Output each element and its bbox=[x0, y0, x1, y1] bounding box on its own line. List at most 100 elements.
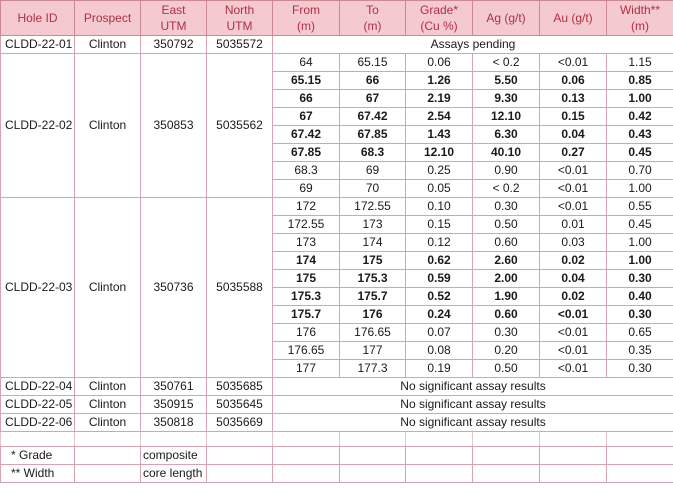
header-text: North bbox=[224, 3, 255, 17]
width-cell: 0.43 bbox=[606, 125, 673, 144]
width-cell: 1.00 bbox=[606, 179, 673, 198]
east-utm-cell: 350736 bbox=[140, 197, 207, 378]
blank-cell bbox=[539, 446, 607, 465]
north-utm-cell: 5035562 bbox=[206, 53, 273, 198]
prospect-cell: Clinton bbox=[74, 197, 141, 378]
table-header: Hole ID Prospect East UTM North UTM From (m) To (… bbox=[0, 0, 673, 36]
blank-cell bbox=[206, 446, 273, 465]
grade-cell: 0.06 bbox=[405, 53, 473, 72]
ag-cell: 0.60 bbox=[472, 233, 540, 252]
ag-cell: 2.60 bbox=[472, 251, 540, 270]
header-text: Hole ID bbox=[17, 11, 58, 25]
header-text: Prospect bbox=[83, 11, 132, 25]
header-text: From bbox=[292, 3, 320, 17]
table-row: 67 67.42 2.54 12.10 0.15 0.42 bbox=[1, 107, 673, 126]
ag-cell: 0.20 bbox=[472, 341, 540, 360]
from-cell: 172.55 bbox=[272, 215, 340, 234]
prospect-cell: Clinton bbox=[74, 413, 141, 432]
to-cell: 176 bbox=[339, 305, 406, 324]
from-cell: 175.3 bbox=[272, 287, 340, 306]
from-cell: 69 bbox=[272, 179, 340, 198]
au-cell: <0.01 bbox=[539, 359, 607, 378]
table-row: 67.42 67.85 1.43 6.30 0.04 0.43 bbox=[1, 125, 673, 144]
spacer-row bbox=[0, 431, 673, 447]
grade-cell: 12.10 bbox=[405, 143, 473, 162]
header-prospect: Prospect bbox=[74, 0, 141, 36]
table-row: CLDD-22-02 Clinton 350853 5035562 64 65.15 0.0… bbox=[0, 53, 673, 198]
to-cell: 172.55 bbox=[339, 197, 406, 216]
au-cell: <0.01 bbox=[539, 323, 607, 342]
grade-cell: 0.05 bbox=[405, 179, 473, 198]
au-cell: 0.01 bbox=[539, 215, 607, 234]
blank-cell bbox=[539, 464, 607, 483]
north-utm-cell: 5035588 bbox=[206, 197, 273, 378]
footnote-text: core length bbox=[140, 464, 207, 483]
to-cell: 176.65 bbox=[339, 323, 406, 342]
grade-cell: 0.15 bbox=[405, 215, 473, 234]
header-text: (m) bbox=[297, 19, 315, 33]
header-text: (Cu %) bbox=[420, 19, 458, 33]
ag-cell: 9.30 bbox=[472, 89, 540, 108]
blank-cell bbox=[272, 464, 340, 483]
footnote-label: * Grade bbox=[0, 446, 75, 465]
to-cell: 70 bbox=[339, 179, 406, 198]
table-row: 175.7 176 0.24 0.60 <0.01 0.30 bbox=[1, 305, 673, 324]
grade-cell: 0.10 bbox=[405, 197, 473, 216]
blank-cell bbox=[339, 446, 406, 465]
from-cell: 67 bbox=[272, 107, 340, 126]
grade-cell: 0.12 bbox=[405, 233, 473, 252]
assay-results-table: Hole ID Prospect East UTM North UTM From (m) To (… bbox=[0, 0, 673, 483]
ag-cell: 6.30 bbox=[472, 125, 540, 144]
table-row: 65.15 66 1.26 5.50 0.06 0.85 bbox=[1, 71, 673, 90]
ag-cell: 0.60 bbox=[472, 305, 540, 324]
blank-cell bbox=[405, 464, 473, 483]
north-utm-cell: 5035685 bbox=[206, 377, 273, 396]
blank-cell bbox=[140, 431, 207, 447]
blank-cell bbox=[606, 464, 673, 483]
ag-cell: 0.30 bbox=[472, 197, 540, 216]
prospect-cell: Clinton bbox=[74, 377, 141, 396]
header-text: Width** bbox=[619, 3, 660, 17]
ag-cell: 0.50 bbox=[472, 215, 540, 234]
au-cell: <0.01 bbox=[539, 341, 607, 360]
au-cell: <0.01 bbox=[539, 53, 607, 72]
from-cell: 176 bbox=[272, 323, 340, 342]
header-width: Width** (m) bbox=[606, 0, 673, 36]
header-to: To (m) bbox=[339, 0, 406, 36]
blank-cell bbox=[74, 464, 141, 483]
from-cell: 172 bbox=[272, 197, 340, 216]
au-cell: <0.01 bbox=[539, 161, 607, 180]
au-cell: 0.03 bbox=[539, 233, 607, 252]
blank-cell bbox=[206, 431, 273, 447]
blank-cell bbox=[472, 446, 540, 465]
table-row: CLDD-22-03 Clinton 350736 5035588 172 172.55 0… bbox=[0, 197, 673, 378]
prospect-cell: Clinton bbox=[74, 53, 141, 198]
header-north-utm: North UTM bbox=[206, 0, 273, 36]
header-hole-id: Hole ID bbox=[0, 0, 75, 36]
from-cell: 176.65 bbox=[272, 341, 340, 360]
from-cell: 68.3 bbox=[272, 161, 340, 180]
hole-id-cell: CLDD-22-04 bbox=[0, 377, 75, 396]
au-cell: <0.01 bbox=[539, 197, 607, 216]
au-cell: <0.01 bbox=[539, 179, 607, 198]
from-cell: 67.42 bbox=[272, 125, 340, 144]
ag-cell: 1.90 bbox=[472, 287, 540, 306]
header-text: To bbox=[366, 3, 379, 17]
north-utm-cell: 5035669 bbox=[206, 413, 273, 432]
from-cell: 66 bbox=[272, 89, 340, 108]
width-cell: 0.42 bbox=[606, 107, 673, 126]
footnote-row: * Grade composite bbox=[0, 446, 673, 465]
blank-cell bbox=[272, 431, 340, 447]
table-row: CLDD-22-01 Clinton 350792 5035572 Assays pen… bbox=[0, 35, 673, 54]
ag-cell: < 0.2 bbox=[472, 53, 540, 72]
ag-cell: 0.30 bbox=[472, 323, 540, 342]
ag-cell: 40.10 bbox=[472, 143, 540, 162]
ag-cell: < 0.2 bbox=[472, 179, 540, 198]
header-ag: Ag (g/t) bbox=[472, 0, 540, 36]
grade-cell: 2.54 bbox=[405, 107, 473, 126]
header-east-utm: East UTM bbox=[140, 0, 207, 36]
grade-cell: 2.19 bbox=[405, 89, 473, 108]
grade-cell: 0.25 bbox=[405, 161, 473, 180]
blank-cell bbox=[74, 431, 141, 447]
au-cell: 0.04 bbox=[539, 269, 607, 288]
